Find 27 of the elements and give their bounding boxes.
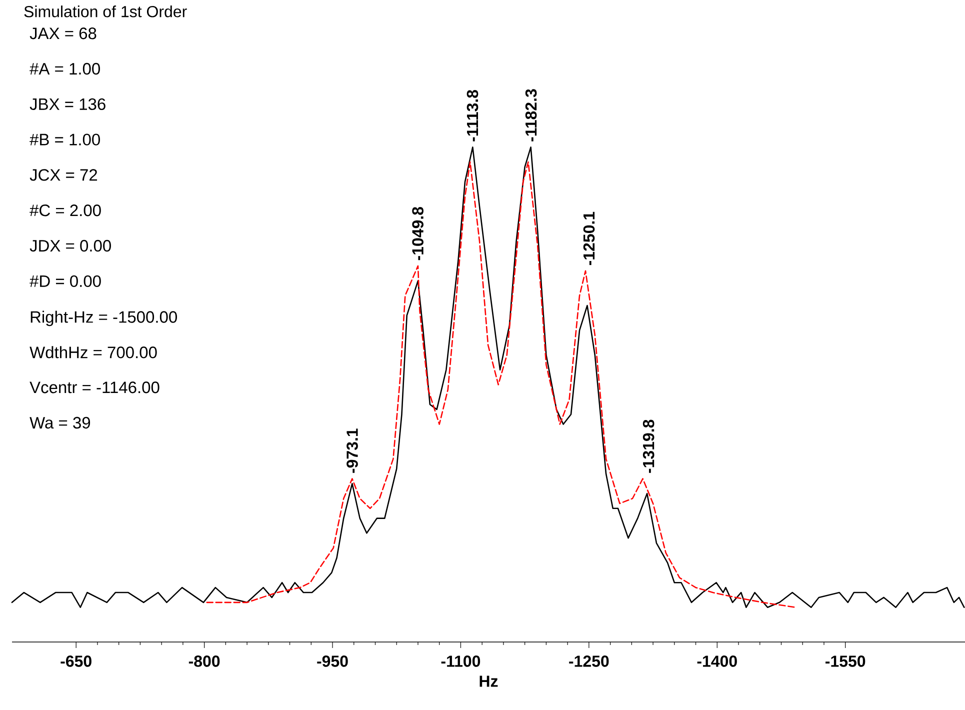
annotation: Wa = 39 <box>30 416 90 429</box>
annotation: -1250.1 <box>583 212 595 266</box>
chart-title: Simulation of 1st Order <box>24 6 187 18</box>
text: JBX = 136 <box>30 98 106 110</box>
x-tick-label: -1250 <box>569 656 609 667</box>
annotation: -1182.3 <box>525 89 537 142</box>
x-axis-title: Hz <box>480 676 498 687</box>
annotation: #D = 0.00 <box>30 275 101 288</box>
annotation: JCX = 72 <box>30 169 98 181</box>
text: JAX = 68 <box>30 28 96 40</box>
annotation: #C = 2.00 <box>30 204 101 216</box>
annotation: -1113.8 <box>466 90 478 142</box>
text: #A = 1.00 <box>30 62 100 75</box>
annotation: Right-Hz = -1500.00 <box>30 310 177 326</box>
annotation: -1049.8 <box>412 206 424 260</box>
x-tick-label: -1100 <box>441 656 480 667</box>
annotation: Vcentr = -1146.00 <box>30 382 160 394</box>
annotation: -973.1 <box>346 428 358 473</box>
x-tick-label: -800 <box>188 656 220 667</box>
x-tick-label: -950 <box>317 656 348 667</box>
text: #B = 1.00 <box>30 134 100 146</box>
annotation: WdthHz = 700.00 <box>30 346 157 358</box>
x-tick-label: -1400 <box>697 656 737 667</box>
annotation: JDX = 0.00 <box>30 240 111 252</box>
annotation: -1319.8 <box>642 420 654 473</box>
x-tick-label: -650 <box>60 656 92 667</box>
x-tick-label: -1550 <box>826 656 866 667</box>
